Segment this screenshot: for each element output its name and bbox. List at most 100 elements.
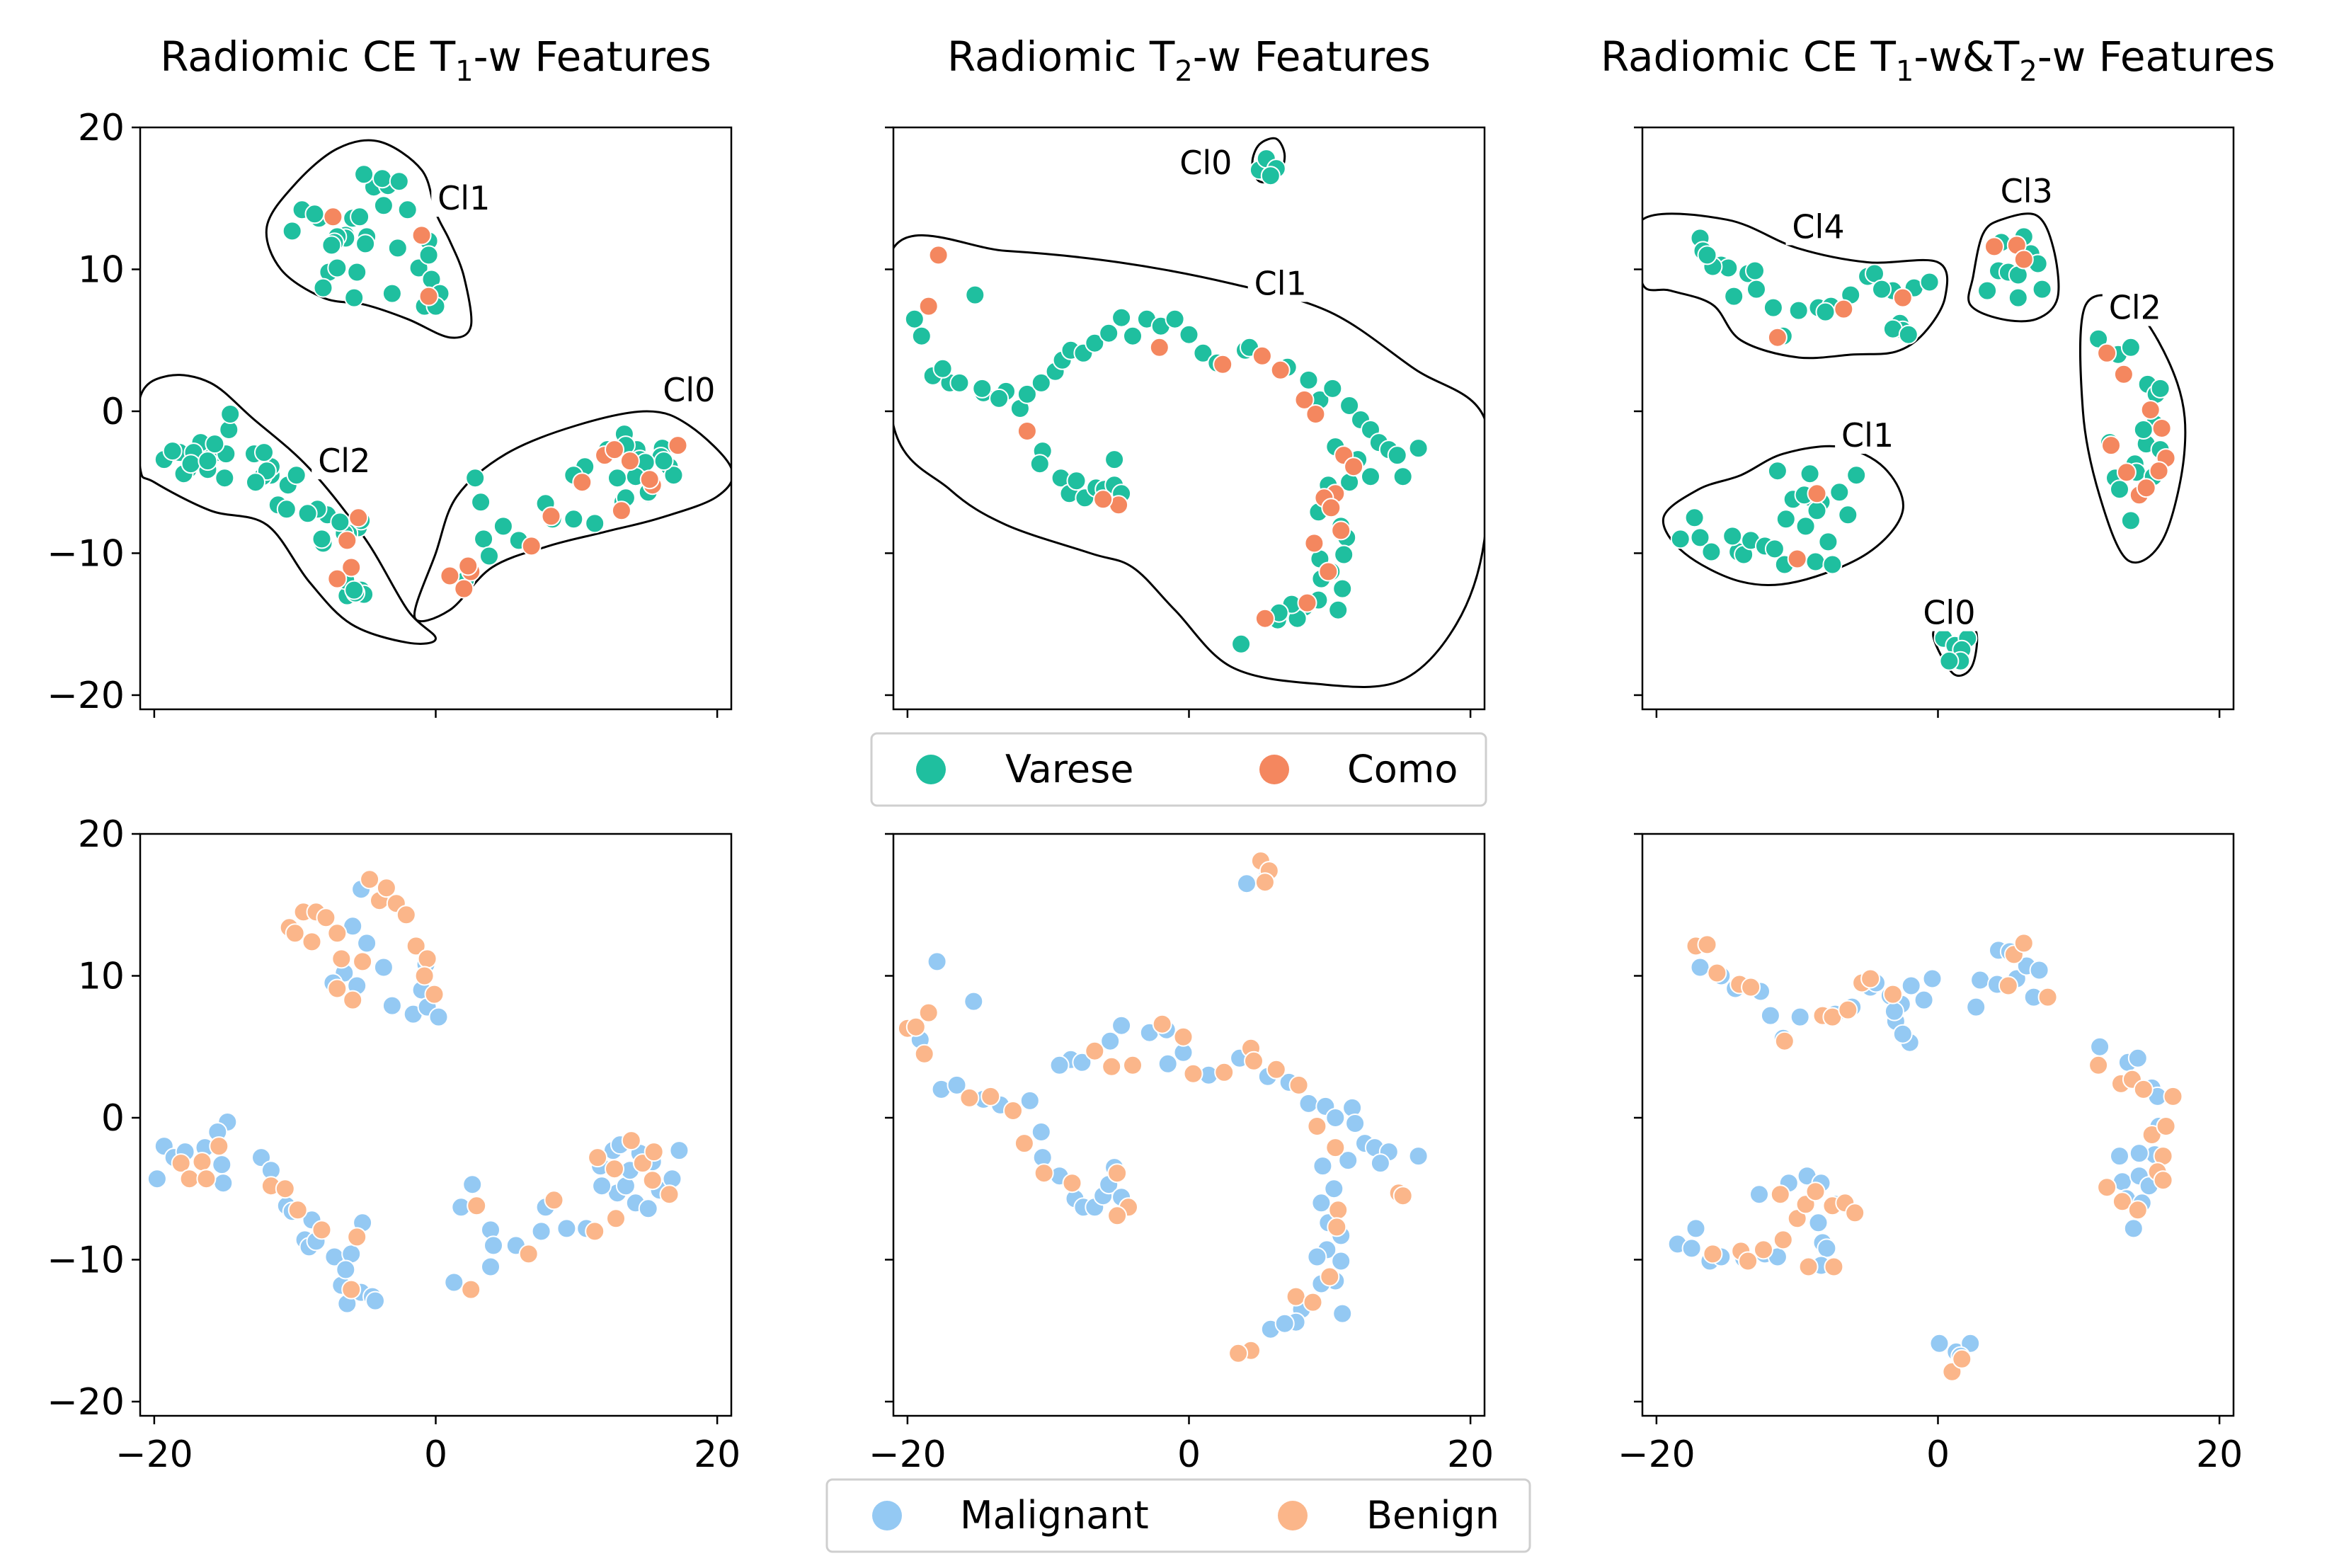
point-malignant [1307,1247,1327,1267]
point-benign [959,1087,980,1108]
point-varese [989,388,1010,408]
point-varese [1111,307,1132,328]
point-varese [327,258,348,278]
title-subscript: 1 [1896,55,1914,88]
point-varese [389,171,409,192]
point-varese [1764,539,1785,559]
cluster-outline [1967,212,2060,323]
point-varese [205,434,225,454]
cluster-outline [2078,294,2187,564]
title-subscript: 2 [2019,55,2037,88]
point-malignant [927,951,947,972]
point-benign [585,1221,605,1242]
point-varese [1123,326,1143,346]
point-malignant [382,995,402,1016]
point-como [1297,593,1317,613]
point-varese [1815,302,1836,322]
point-varese [607,468,627,488]
legend-benign-label: Benign [1366,1493,1499,1538]
point-como [2113,364,2134,384]
point-varese [1392,467,1413,487]
point-como [458,556,479,576]
point-benign [316,908,336,928]
panel-t2w-origin: Cl0 Cl1 [885,126,1486,718]
point-malignant [336,1259,356,1280]
point-benign [1173,1026,1194,1047]
point-benign [1228,1343,1249,1363]
point-malignant [373,957,394,978]
point-varese [2120,337,2141,357]
point-como [1017,421,1037,441]
point-varese [1977,280,1998,301]
legend-frame [870,732,1487,807]
panel-t2w-diagnosis: −20 0 20 [869,832,1494,1476]
axes-frame [1641,832,2235,1417]
title-part: -w Features [474,33,711,81]
legend-como-label: Como [1347,747,1458,791]
point-varese [1788,300,1809,321]
point-benign [461,1279,481,1300]
point-malignant [1686,1218,1706,1239]
point-varese [246,472,265,493]
panel-ce-t1w-t2w-origin: Cl4 Cl3 Cl2 Cl1 Cl0 [1634,126,2235,718]
point-benign [1860,968,1881,989]
point-benign [1325,1138,1346,1158]
point-malignant [1100,1031,1121,1051]
point-varese [949,372,970,393]
point-como [327,568,348,589]
point-varese [1066,471,1087,491]
point-malignant [1790,1007,1810,1027]
point-benign [347,1227,367,1247]
panel-ce-t1w-origin: 20 10 0 −10 −20 Cl1 Cl2 Cl0 [47,107,733,718]
point-varese [653,451,674,471]
point-varese [2032,279,2052,299]
point-malignant [1072,1052,1092,1072]
cluster-label-background [1916,595,1982,631]
point-benign [1014,1133,1034,1154]
title-part: -w Features [2037,33,2275,81]
panel-ce-t1w-t2w-diagnosis: −20 0 20 [1618,832,2243,1476]
point-como [639,469,660,490]
point-malignant [1914,990,1934,1010]
point-como [2151,418,2172,438]
point-como [1254,608,1275,629]
point-benign [1107,1163,1128,1184]
point-como [605,440,624,460]
point-benign [1107,1206,1128,1226]
point-varese [1690,527,1710,548]
point-malignant [592,1176,612,1196]
title-t2w: Radiomic T2-w Features [947,33,1431,88]
point-varese [330,512,350,532]
point-benign [311,1220,332,1240]
point-benign [1741,977,1761,997]
point-malignant [947,1075,967,1095]
point-malignant [1313,1156,1333,1177]
cluster-label-cl2: Cl2 [318,442,370,480]
point-malignant [462,1174,483,1195]
point-malignant [1338,1150,1359,1171]
point-varese [1829,482,1850,503]
cluster-label-cl3: Cl3 [2001,172,2053,210]
point-benign [644,1142,664,1162]
point-varese [2110,479,2129,500]
point-como [1331,520,1351,541]
point-benign [659,1184,680,1205]
point-benign [1327,1217,1347,1237]
point-varese [911,326,932,346]
point-varese [162,441,183,462]
point-benign [1838,1000,1858,1020]
point-varese [304,204,325,224]
point-benign [1123,1055,1143,1075]
cluster-label-cl2: Cl2 [2109,289,2161,327]
point-benign [327,923,348,944]
x-tick-label: −20 [115,1433,193,1476]
point-como [2140,400,2161,420]
point-benign [2153,1170,2173,1191]
point-benign [1754,1240,1773,1260]
point-benign [406,936,426,956]
point-malignant [1690,957,1710,978]
point-varese [1339,396,1360,416]
point-varese [1746,279,1766,299]
point-como [1984,236,2004,257]
